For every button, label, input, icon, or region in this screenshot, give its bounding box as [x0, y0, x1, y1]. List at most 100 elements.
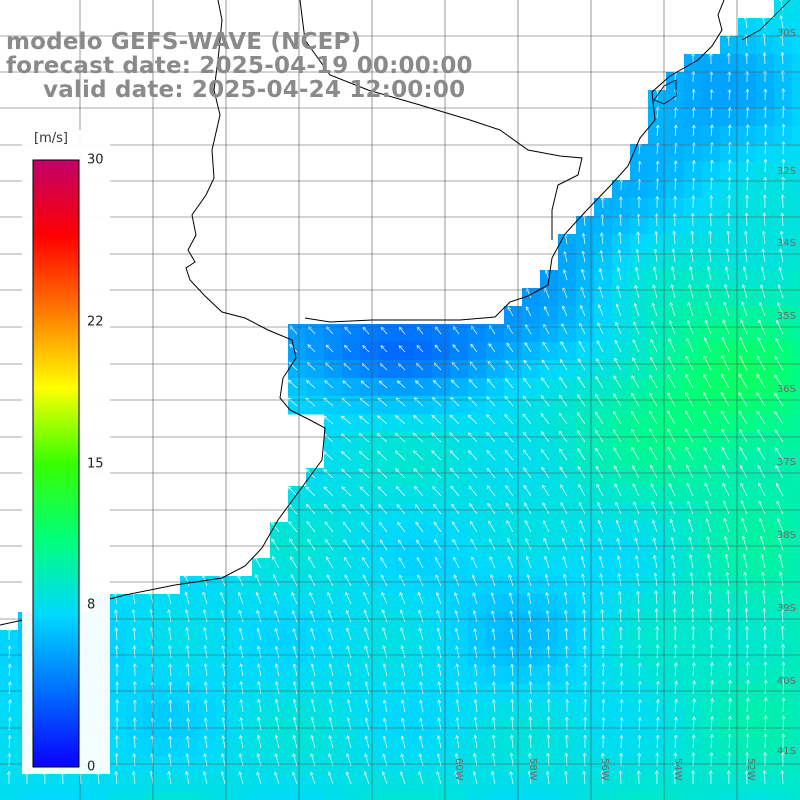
- wind-speed-cell: [630, 540, 649, 559]
- wind-speed-cell: [324, 414, 343, 433]
- wind-speed-cell: [594, 432, 613, 451]
- wind-arrow: [469, 451, 478, 461]
- wind-arrow: [721, 411, 730, 425]
- wind-arrow: [271, 522, 280, 533]
- wind-speed-cell: [540, 594, 559, 613]
- wind-arrow: [757, 412, 766, 425]
- wind-arrow: [583, 234, 585, 245]
- wind-arrow: [523, 414, 532, 425]
- wind-speed-cell: [234, 738, 253, 757]
- wind-arrow: [134, 628, 135, 641]
- wind-speed-cell: [270, 792, 289, 800]
- wind-arrow: [396, 469, 406, 479]
- wind-speed-cell: [630, 432, 649, 451]
- wind-speed-cell: [450, 594, 469, 613]
- wind-speed-cell: [360, 630, 379, 649]
- wind-speed-cell: [468, 630, 487, 649]
- wind-speed-cell: [378, 612, 397, 631]
- wind-speed-cell: [432, 684, 451, 703]
- wind-speed-cell: [126, 792, 145, 800]
- wind-speed-cell: [594, 450, 613, 469]
- wind-speed-cell: [306, 576, 325, 595]
- wind-arrow: [415, 487, 424, 497]
- wind-speed-cell: [432, 666, 451, 685]
- wind-arrow: [582, 270, 586, 281]
- wind-speed-cell: [486, 486, 505, 505]
- wind-arrow: [505, 415, 514, 425]
- longitude-label: 52W: [745, 758, 756, 781]
- wind-speed-cell: [756, 522, 775, 541]
- wind-arrow: [307, 505, 316, 515]
- wind-speed-cell: [702, 288, 721, 307]
- wind-speed-cell: [558, 306, 577, 325]
- wind-speed-cell: [396, 540, 415, 559]
- wind-speed-cell: [414, 522, 433, 541]
- wind-arrow: [220, 575, 226, 587]
- wind-speed-cell: [468, 720, 487, 739]
- wind-speed-cell: [504, 540, 523, 559]
- wind-arrow: [361, 505, 370, 515]
- wind-speed-cell: [306, 756, 325, 775]
- wind-speed-cell: [648, 468, 667, 487]
- wind-arrow: [675, 90, 676, 101]
- wind-arrow: [711, 90, 712, 101]
- wind-arrow: [596, 377, 604, 389]
- wind-arrow: [759, 484, 766, 497]
- wind-speed-cell: [360, 540, 379, 559]
- wind-speed-cell: [468, 666, 487, 685]
- wind-speed-cell: [324, 792, 343, 800]
- wind-speed-cell: [702, 396, 721, 415]
- wind-speed-cell: [702, 468, 721, 487]
- wind-arrow: [780, 573, 784, 587]
- wind-speed-cell: [360, 378, 379, 397]
- wind-speed-cell: [252, 594, 271, 613]
- wind-arrow: [633, 466, 640, 479]
- wind-speed-cell: [540, 378, 559, 397]
- wind-arrow: [638, 232, 639, 245]
- wind-arrow: [602, 233, 603, 245]
- wind-arrow: [307, 381, 316, 389]
- wind-arrow: [380, 523, 388, 533]
- wind-speed-cell: [630, 792, 649, 800]
- wind-speed-cell: [414, 378, 433, 397]
- wind-arrow: [456, 611, 460, 623]
- wind-speed-cell: [576, 378, 595, 397]
- wind-speed-cell: [702, 252, 721, 271]
- wind-speed-cell: [468, 414, 487, 433]
- wind-speed-cell: [324, 774, 343, 793]
- wind-speed-cell: [324, 594, 343, 613]
- wind-speed-cell: [270, 630, 289, 649]
- wind-speed-cell: [702, 270, 721, 289]
- wind-arrow: [293, 611, 298, 623]
- wind-arrow: [761, 285, 766, 299]
- wind-arrow: [186, 610, 190, 623]
- wind-arrow: [289, 522, 298, 533]
- wind-arrow: [765, 142, 766, 155]
- wind-speed-cell: [720, 378, 739, 397]
- wind-speed-cell: [594, 486, 613, 505]
- wind-speed-cell: [234, 648, 253, 667]
- wind-arrow: [187, 628, 190, 641]
- wind-speed-cell: [324, 450, 343, 469]
- wind-speed-cell: [288, 792, 307, 800]
- wind-arrow: [561, 485, 568, 497]
- wind-speed-cell: [522, 378, 541, 397]
- wind-speed-cell: [738, 792, 757, 800]
- wind-arrow: [9, 646, 10, 659]
- wind-speed-cell: [792, 486, 800, 505]
- wind-speed-cell: [342, 378, 361, 397]
- wind-arrow: [133, 610, 135, 623]
- wind-speed-cell: [720, 792, 739, 800]
- wind-arrow: [274, 593, 280, 605]
- wind-arrow: [453, 345, 460, 353]
- wind-speed-cell: [468, 792, 487, 800]
- wind-speed-cell: [756, 450, 775, 469]
- wind-arrow: [775, 357, 784, 371]
- wind-arrow: [614, 448, 622, 461]
- wind-arrow: [205, 628, 208, 641]
- wind-arrow: [705, 466, 712, 479]
- wind-arrow: [434, 505, 442, 515]
- wind-speed-cell: [792, 270, 800, 289]
- wind-arrow: [578, 377, 586, 389]
- wind-arrow: [222, 628, 226, 641]
